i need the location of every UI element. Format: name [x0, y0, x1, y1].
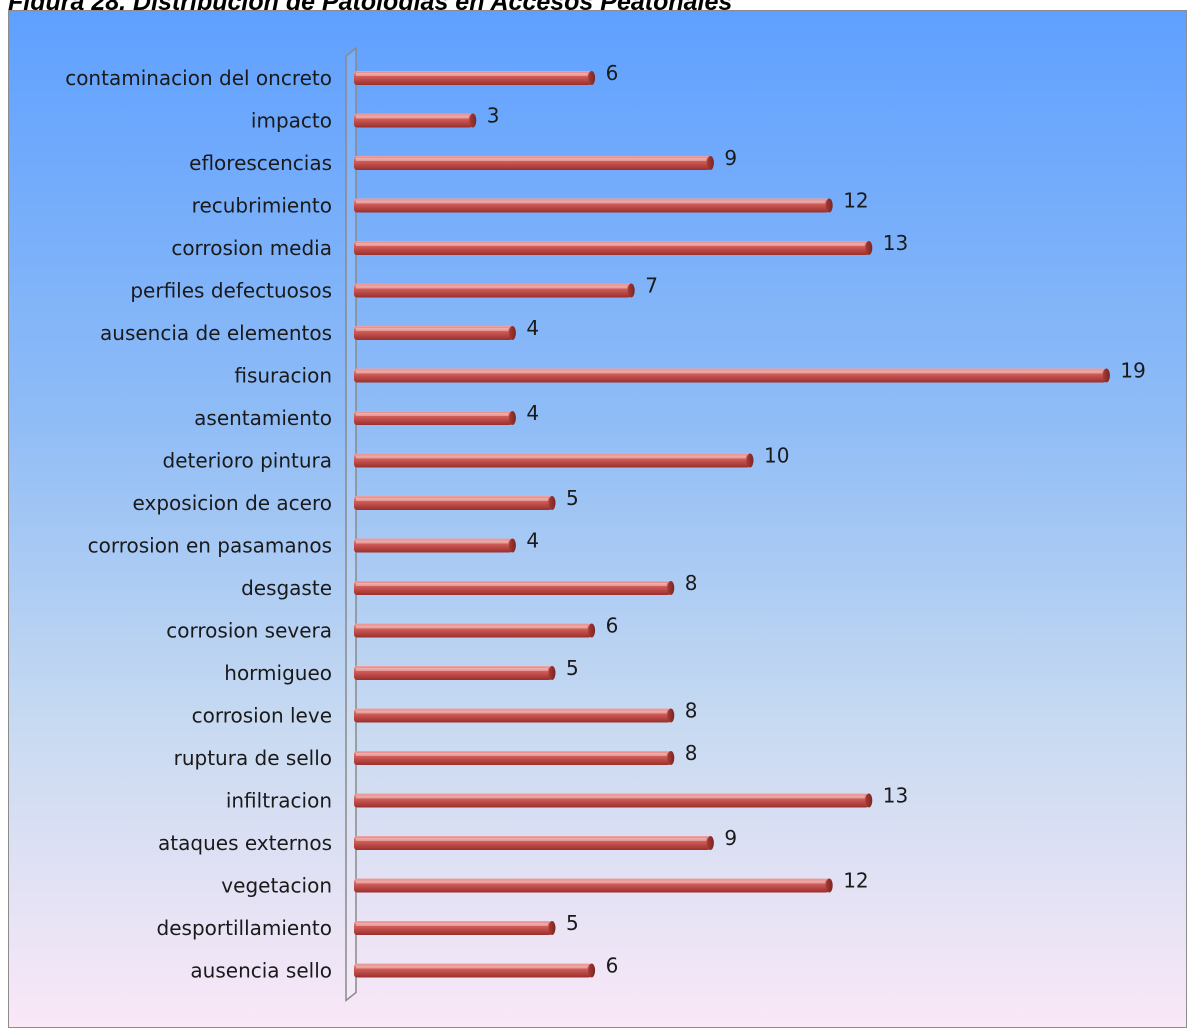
category-label: corrosion en pasamanos: [88, 534, 332, 558]
value-label: 13: [883, 784, 908, 808]
bar: [354, 751, 675, 765]
value-label: 6: [606, 954, 619, 978]
value-label: 12: [843, 869, 868, 893]
category-label: hormigueo: [224, 661, 332, 685]
bar: [354, 326, 516, 340]
category-label: exposicion de acero: [133, 491, 332, 515]
category-label: corrosion media: [171, 236, 332, 260]
bar: [354, 156, 714, 170]
bar: [354, 71, 596, 85]
value-label: 4: [526, 529, 539, 553]
value-label: 5: [566, 911, 579, 935]
chart-title: Figura 28. Distribución de Patologías en…: [8, 0, 1188, 10]
bar: [354, 666, 556, 680]
bar: [354, 708, 675, 723]
value-label: 10: [764, 444, 789, 468]
bar: [354, 496, 556, 510]
bars-layer: [354, 71, 1110, 978]
bar: [354, 198, 833, 213]
bar: [354, 878, 833, 893]
value-label: 8: [685, 699, 698, 723]
value-label: 3: [487, 104, 500, 128]
bar-chart: contaminacion del oncreto 6 impacto 3 eflore…: [65, 46, 1146, 1003]
bar: [354, 836, 714, 850]
category-label: eflorescencias: [189, 151, 332, 175]
value-label: 12: [843, 189, 868, 213]
category-label: impacto: [251, 109, 332, 133]
category-label: corrosion severa: [166, 619, 332, 643]
axis-layer: [345, 46, 357, 1003]
value-label: 8: [685, 741, 698, 765]
value-label: 6: [606, 614, 619, 638]
category-label: contaminacion del oncreto: [65, 66, 332, 90]
bar: [354, 411, 516, 425]
chart-area: contaminacion del oncreto 6 impacto 3 eflore…: [8, 10, 1187, 1028]
bar: [354, 113, 477, 128]
bar: [354, 538, 516, 553]
bar: [354, 963, 596, 978]
value-label: 6: [606, 61, 619, 85]
category-label: vegetacion: [221, 874, 332, 898]
category-label: infiltracion: [226, 789, 332, 813]
value-label: 4: [526, 316, 539, 340]
bar: [354, 623, 596, 638]
category-label: ruptura de sello: [174, 746, 332, 770]
category-label: deterioro pintura: [163, 449, 332, 473]
bar: [354, 241, 873, 255]
category-label: asentamiento: [194, 406, 332, 430]
value-label: 13: [883, 231, 908, 255]
value-label: 9: [724, 826, 737, 850]
bar: [354, 921, 556, 935]
category-label: recubrimiento: [192, 194, 332, 218]
category-label: ausencia de elementos: [100, 321, 332, 345]
labels-layer: contaminacion del oncreto 6 impacto 3 eflore…: [65, 61, 1146, 983]
category-label: desportillamiento: [157, 916, 332, 940]
value-label: 4: [526, 401, 539, 425]
value-label: 5: [566, 656, 579, 680]
value-label: 7: [645, 274, 658, 298]
category-label: corrosion leve: [192, 704, 332, 728]
bar: [354, 581, 675, 595]
value-label: 8: [685, 571, 698, 595]
category-label: perfiles defectuosos: [130, 279, 332, 303]
bar: [354, 453, 754, 468]
bar: [354, 368, 1110, 383]
value-label: 19: [1120, 359, 1145, 383]
bar: [354, 283, 635, 298]
category-label: desgaste: [241, 576, 332, 600]
value-label: 5: [566, 486, 579, 510]
category-label: ausencia sello: [190, 959, 332, 983]
bar: [354, 793, 873, 808]
category-label: fisuracion: [234, 364, 332, 388]
category-label: ataques externos: [158, 831, 332, 855]
category-axis: [345, 46, 357, 1003]
value-label: 9: [724, 146, 737, 170]
